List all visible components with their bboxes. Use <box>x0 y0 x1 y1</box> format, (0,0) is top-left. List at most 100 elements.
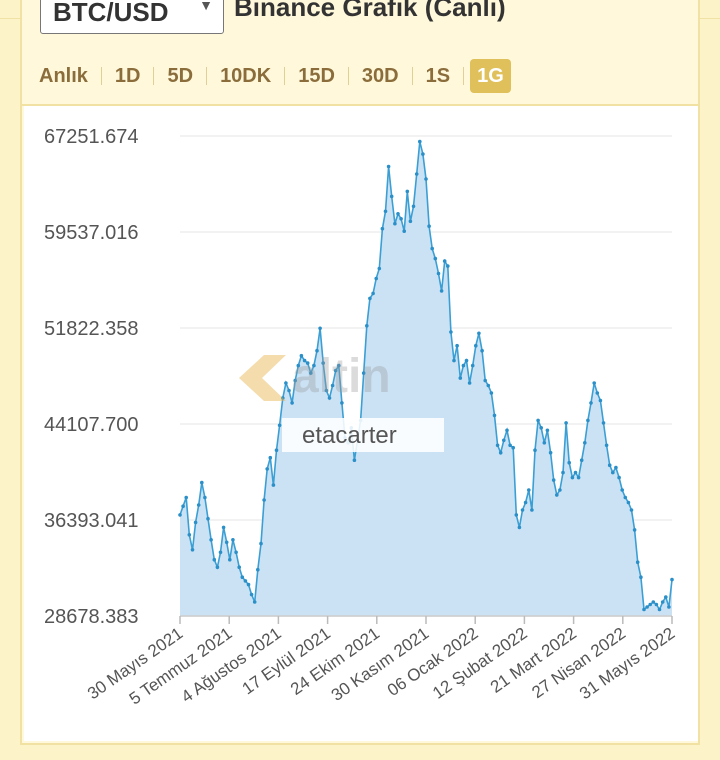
tab-separator <box>206 67 208 85</box>
data-point <box>604 443 609 448</box>
data-point <box>190 548 195 552</box>
data-point <box>502 438 506 443</box>
data-point <box>657 607 662 612</box>
data-point <box>586 418 590 423</box>
data-point <box>449 330 453 334</box>
data-point <box>287 388 291 393</box>
data-point <box>433 256 438 261</box>
tab-15d[interactable]: 15D <box>298 65 335 87</box>
data-point <box>592 381 596 385</box>
data-point <box>508 443 512 448</box>
data-point <box>396 212 400 216</box>
data-point <box>215 565 220 569</box>
data-point <box>651 600 656 604</box>
tab-5d[interactable]: 5D <box>167 65 194 87</box>
tab-30d[interactable]: 30D <box>361 65 399 87</box>
data-point <box>243 579 248 583</box>
data-point <box>187 533 192 537</box>
watermark-mark <box>239 355 286 401</box>
credit-text: etacarter <box>302 422 397 449</box>
data-point <box>639 575 643 579</box>
data-point <box>667 605 671 609</box>
data-point <box>414 172 419 176</box>
tab-1d[interactable]: 1D <box>114 65 141 87</box>
price-chart: 67251.674 59537.016 51822.358 44107.700 3639… <box>44 126 678 708</box>
data-point <box>368 296 372 301</box>
credit-box <box>282 418 444 452</box>
data-point <box>324 388 329 393</box>
tab-1g[interactable]: 1G <box>470 59 511 93</box>
data-point <box>654 602 659 607</box>
data-point <box>489 391 494 395</box>
data-point <box>427 224 431 228</box>
pair-select-value: BTC/USD <box>53 0 169 27</box>
data-point <box>277 423 282 428</box>
data-point <box>193 520 198 525</box>
data-point <box>293 378 298 383</box>
data-point <box>228 557 232 562</box>
data-point <box>271 483 276 487</box>
data-point <box>209 538 213 542</box>
data-point <box>218 550 223 555</box>
data-point <box>520 508 525 512</box>
tab-separator <box>411 67 413 85</box>
data-point <box>514 513 519 517</box>
data-point <box>442 259 447 263</box>
data-point <box>589 401 593 405</box>
data-point <box>196 503 201 507</box>
data-point <box>399 217 403 221</box>
data-point <box>265 467 269 471</box>
data-point <box>249 592 254 597</box>
data-point <box>309 371 313 375</box>
area-fill <box>180 141 672 616</box>
data-points <box>178 139 674 612</box>
data-point <box>555 493 559 497</box>
data-point <box>302 358 307 363</box>
data-point <box>234 550 238 555</box>
data-point <box>527 488 531 492</box>
tab-10dk[interactable]: 10DK <box>220 65 272 87</box>
data-point <box>455 343 459 348</box>
data-point <box>570 475 575 480</box>
data-point <box>330 383 335 388</box>
divider <box>22 104 698 106</box>
data-point <box>178 513 182 517</box>
data-point <box>221 525 226 530</box>
data-point <box>467 381 472 385</box>
data-point <box>424 177 428 181</box>
pair-select[interactable]: BTC/USD ▼ <box>40 0 224 34</box>
chevron-down-icon: ▼ <box>199 0 213 13</box>
data-point <box>318 326 322 331</box>
data-point <box>259 541 263 546</box>
data-point <box>224 540 229 545</box>
data-point <box>262 498 266 502</box>
data-point <box>523 500 528 505</box>
watermark-text: altin <box>292 350 391 403</box>
data-point <box>629 508 634 512</box>
data-point <box>386 164 391 169</box>
data-point <box>408 219 413 224</box>
data-point <box>530 508 534 512</box>
data-point <box>184 495 188 500</box>
data-point <box>337 363 341 368</box>
data-point <box>576 475 581 480</box>
data-point <box>660 600 665 604</box>
data-point <box>517 525 522 530</box>
data-point <box>200 480 204 485</box>
data-point <box>237 565 241 569</box>
data-point <box>607 463 612 468</box>
data-point <box>321 361 326 365</box>
data-point <box>377 266 382 271</box>
data-point <box>365 324 369 328</box>
data-point <box>511 445 515 450</box>
data-point <box>486 383 491 388</box>
watermark-logo: altin <box>239 350 391 403</box>
data-point <box>551 478 556 482</box>
data-point <box>361 371 366 375</box>
data-point <box>548 450 553 455</box>
interval-tabs: Anlık 1D 5D 10DK 15D 30D 1S 1G <box>32 58 511 94</box>
tab-1s[interactable]: 1S <box>425 65 451 87</box>
tab-anlk[interactable]: Anlık <box>39 65 88 87</box>
y-tick-label: 51822.358 <box>44 318 139 340</box>
chart-title: Binance Grafik (Canlı) <box>234 0 506 22</box>
